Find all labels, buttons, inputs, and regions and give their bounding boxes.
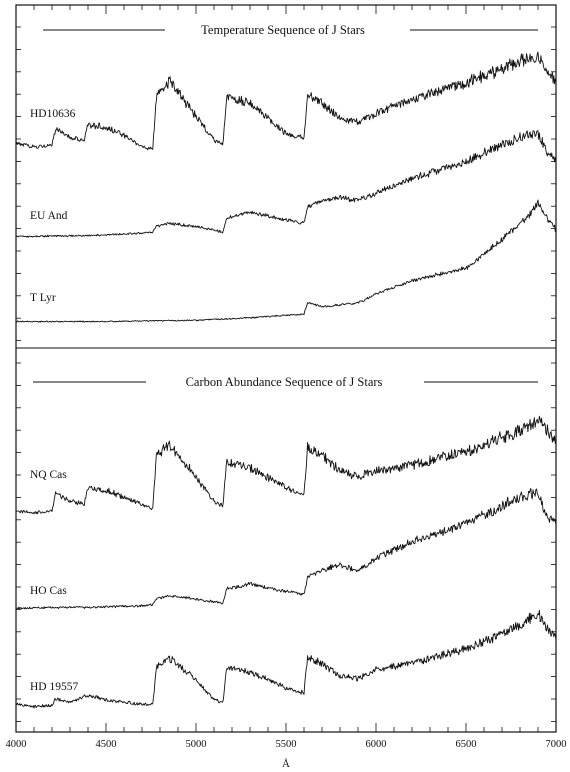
series-label-eu-and: EU And <box>30 210 68 222</box>
series-label-hd-19557: HD 19557 <box>30 681 78 693</box>
x-tick-label: 5500 <box>276 739 297 750</box>
series-layer <box>15 51 557 709</box>
x-tick-label: 7000 <box>546 739 567 750</box>
series-label-ho-cas: HO Cas <box>30 585 67 597</box>
series-label-nq-cas: NQ Cas <box>30 469 67 481</box>
x-tick-label: 5000 <box>186 739 207 750</box>
x-axis-label: Å <box>282 758 290 770</box>
x-tick-labels: 4000 4500 5000 5500 6000 6500 7000 <box>6 739 567 750</box>
spectrum-line-ho-cas <box>15 487 557 610</box>
x-tick-label: 4500 <box>96 739 117 750</box>
x-tick-label: 6000 <box>366 739 387 750</box>
panel-title-temperature: Temperature Sequence of J Stars <box>201 23 365 37</box>
spectrum-line-eu-and <box>15 130 557 238</box>
plot-frame <box>15 4 557 733</box>
panel-title-carbon: Carbon Abundance Sequence of J Stars <box>186 375 383 389</box>
panel-temperature: Temperature Sequence of J Stars HD10636 … <box>30 23 538 304</box>
series-label-t-lyr: T Lyr <box>30 292 56 304</box>
spectrum-line-hd10636 <box>15 51 557 151</box>
x-tick-label: 6500 <box>456 739 477 750</box>
spectrum-line-nq-cas <box>15 415 557 515</box>
x-tick-label: 4000 <box>6 739 27 750</box>
spectrum-line-hd-19557 <box>15 609 557 709</box>
right-ticks <box>551 26 556 722</box>
x-axis-ticks <box>15 5 557 732</box>
spectrum-line-t-lyr <box>15 199 557 323</box>
left-ticks <box>16 26 21 722</box>
series-label-hd10636: HD10636 <box>30 108 76 120</box>
panel-carbon: Carbon Abundance Sequence of J Stars NQ … <box>30 375 538 693</box>
